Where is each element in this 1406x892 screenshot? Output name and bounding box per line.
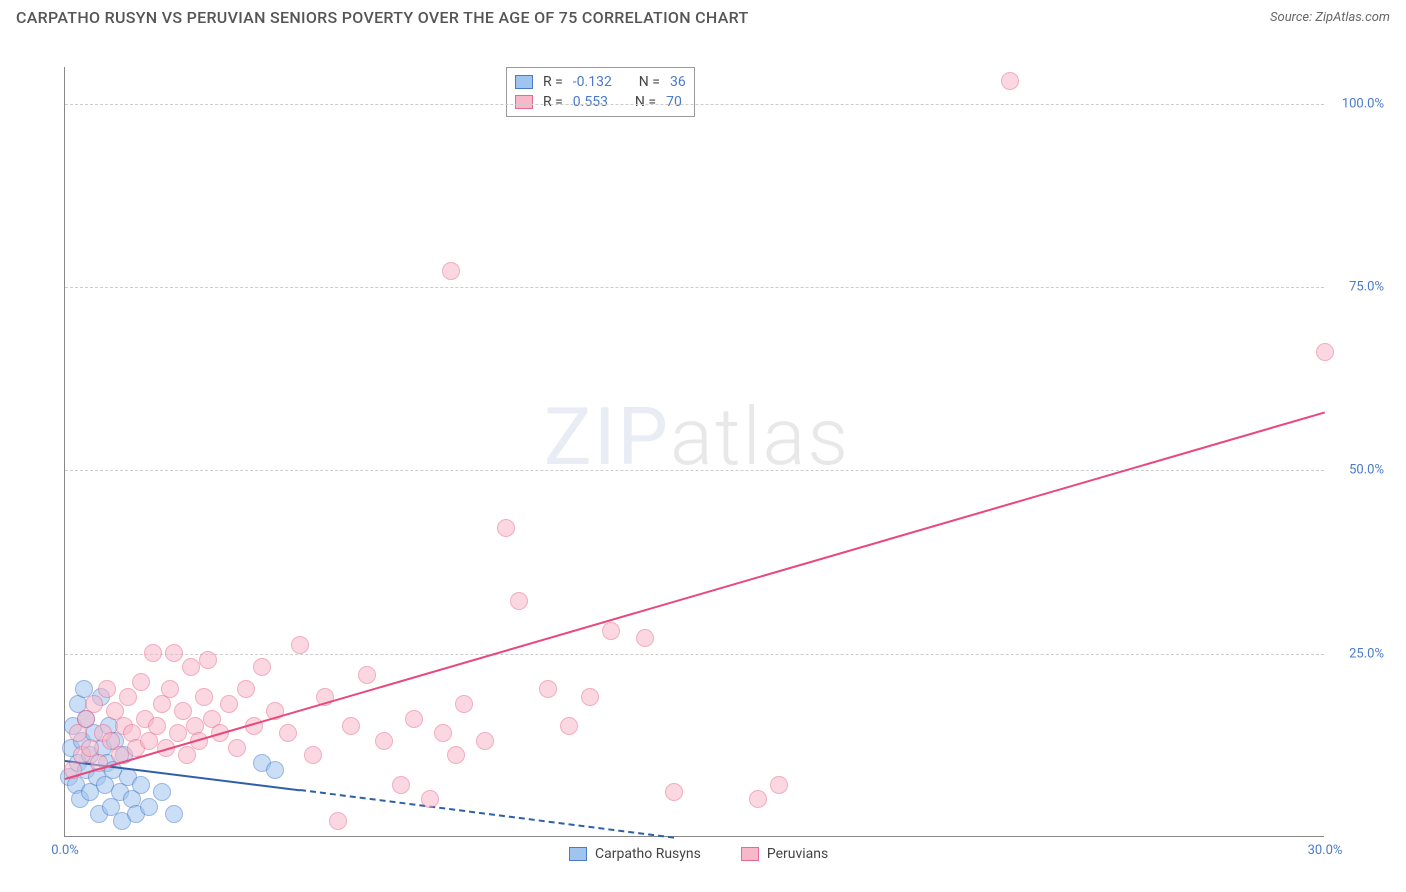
- data-point: [195, 688, 213, 706]
- data-point: [85, 695, 103, 713]
- data-point: [291, 636, 309, 654]
- data-point: [178, 746, 196, 764]
- data-point: [1001, 72, 1019, 90]
- data-point: [329, 812, 347, 830]
- data-point: [636, 629, 654, 647]
- x-tick-label: 0.0%: [51, 843, 79, 858]
- y-tick-label: 50.0%: [1349, 463, 1384, 478]
- trend-line-dashed: [300, 789, 674, 839]
- data-point: [119, 688, 137, 706]
- data-point: [342, 717, 360, 735]
- data-point: [434, 724, 452, 742]
- data-point: [132, 673, 150, 691]
- data-point: [442, 262, 460, 280]
- data-point: [165, 805, 183, 823]
- legend-item: Carpatho Rusyns: [569, 846, 701, 862]
- data-point: [581, 688, 599, 706]
- y-tick-label: 75.0%: [1349, 280, 1384, 295]
- correlation-stats-box: R = -0.132 N = 36R = 0.553 N = 70: [506, 67, 695, 117]
- data-point: [405, 710, 423, 728]
- data-point: [497, 519, 515, 537]
- data-point: [602, 622, 620, 640]
- legend-item: Peruvians: [741, 846, 828, 862]
- data-point: [132, 776, 150, 794]
- data-point: [182, 658, 200, 676]
- gridline: [65, 654, 1324, 655]
- data-point: [144, 644, 162, 662]
- data-point: [266, 761, 284, 779]
- x-tick-label: 30.0%: [1308, 843, 1343, 858]
- series-swatch: [741, 847, 759, 861]
- gridline: [65, 104, 1324, 105]
- data-point: [169, 724, 187, 742]
- y-tick-label: 25.0%: [1349, 646, 1384, 661]
- data-point: [148, 717, 166, 735]
- series-swatch: [515, 95, 533, 109]
- data-point: [455, 695, 473, 713]
- source-label: Source: ZipAtlas.com: [1270, 10, 1390, 25]
- stats-row: R = 0.553 N = 70: [515, 92, 686, 112]
- data-point: [358, 666, 376, 684]
- plot-area: ZIPatlas R = -0.132 N = 36R = 0.553 N = …: [64, 67, 1324, 837]
- data-point: [304, 746, 322, 764]
- data-point: [237, 680, 255, 698]
- data-point: [476, 732, 494, 750]
- series-legend: Carpatho Rusyns Peruvians: [569, 846, 828, 862]
- data-point: [392, 776, 410, 794]
- data-point: [253, 658, 271, 676]
- data-point: [375, 732, 393, 750]
- data-point: [220, 695, 238, 713]
- stats-row: R = -0.132 N = 36: [515, 72, 686, 92]
- data-point: [153, 783, 171, 801]
- series-swatch: [569, 847, 587, 861]
- data-point: [98, 680, 116, 698]
- data-point: [510, 592, 528, 610]
- chart-title: CARPATHO RUSYN VS PERUVIAN SENIORS POVER…: [16, 8, 749, 27]
- data-point: [161, 680, 179, 698]
- data-point: [770, 776, 788, 794]
- data-point: [174, 702, 192, 720]
- gridline: [65, 287, 1324, 288]
- data-point: [1316, 343, 1334, 361]
- data-point: [165, 644, 183, 662]
- data-point: [539, 680, 557, 698]
- data-point: [421, 790, 439, 808]
- trend-line: [65, 412, 1326, 781]
- data-point: [199, 651, 217, 669]
- data-point: [665, 783, 683, 801]
- data-point: [140, 798, 158, 816]
- series-swatch: [515, 75, 533, 89]
- data-point: [228, 739, 246, 757]
- data-point: [279, 724, 297, 742]
- y-tick-label: 100.0%: [1342, 96, 1384, 111]
- data-point: [447, 746, 465, 764]
- data-point: [560, 717, 578, 735]
- data-point: [749, 790, 767, 808]
- gridline: [65, 470, 1324, 471]
